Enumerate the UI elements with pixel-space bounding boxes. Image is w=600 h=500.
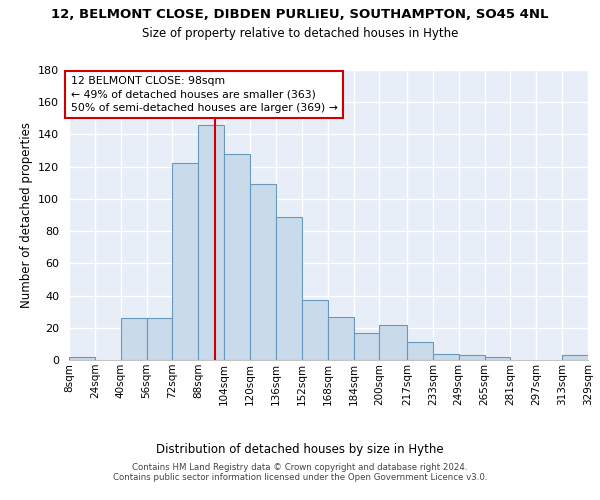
Bar: [328, 316, 353, 360]
Bar: [146, 318, 172, 360]
Bar: [407, 342, 433, 360]
Bar: [121, 318, 146, 360]
Bar: [485, 357, 511, 360]
Bar: [224, 154, 250, 360]
Bar: [276, 216, 302, 360]
Bar: [199, 125, 224, 360]
Bar: [433, 354, 458, 360]
Bar: [302, 300, 328, 360]
Text: 12 BELMONT CLOSE: 98sqm
← 49% of detached houses are smaller (363)
50% of semi-d: 12 BELMONT CLOSE: 98sqm ← 49% of detache…: [71, 76, 337, 113]
Bar: [353, 332, 379, 360]
Bar: [172, 164, 199, 360]
Text: Size of property relative to detached houses in Hythe: Size of property relative to detached ho…: [142, 28, 458, 40]
Bar: [379, 324, 407, 360]
Bar: [562, 355, 588, 360]
Text: Contains HM Land Registry data © Crown copyright and database right 2024.
Contai: Contains HM Land Registry data © Crown c…: [113, 463, 487, 482]
Text: Distribution of detached houses by size in Hythe: Distribution of detached houses by size …: [156, 442, 444, 456]
Bar: [250, 184, 276, 360]
Text: 12, BELMONT CLOSE, DIBDEN PURLIEU, SOUTHAMPTON, SO45 4NL: 12, BELMONT CLOSE, DIBDEN PURLIEU, SOUTH…: [51, 8, 549, 20]
Y-axis label: Number of detached properties: Number of detached properties: [20, 122, 32, 308]
Bar: [69, 357, 95, 360]
Bar: [458, 355, 485, 360]
